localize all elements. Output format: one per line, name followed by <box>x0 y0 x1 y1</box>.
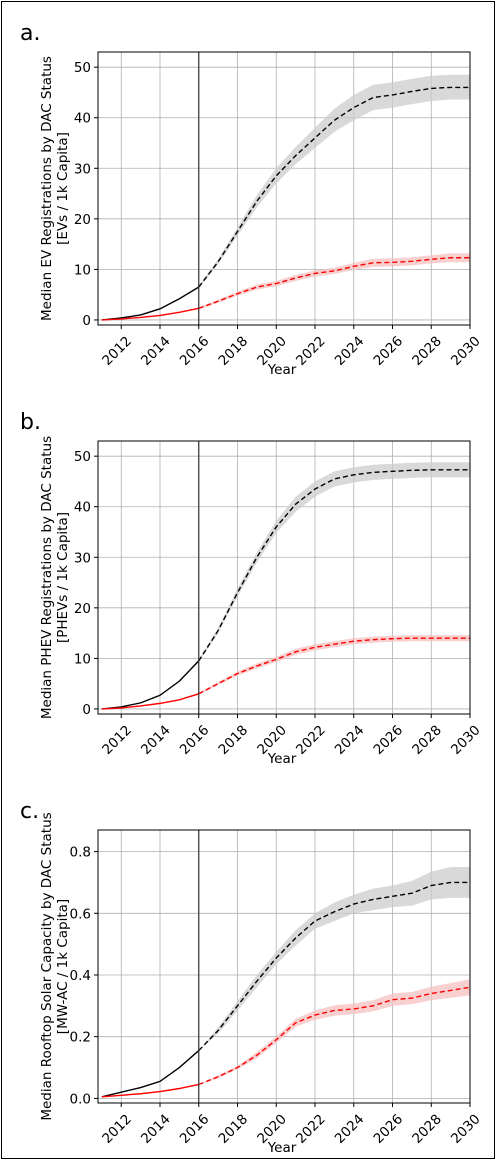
series-0-historical-line <box>101 1050 200 1098</box>
y-tick-label: 30 <box>74 550 91 566</box>
panel-label: b. <box>20 410 41 435</box>
series-1-band <box>101 253 470 320</box>
y-axis-label: Median EV Registrations by DAC Status <box>39 56 55 321</box>
x-tick-label: 2016 <box>177 1111 213 1147</box>
plot-area-border <box>97 440 471 715</box>
x-tick-label: 2024 <box>332 722 368 758</box>
series-0-band <box>101 462 470 709</box>
plot-area-border <box>97 829 471 1104</box>
x-tick-label: 2016 <box>177 722 213 758</box>
y-tick-label: 40 <box>74 111 91 127</box>
y-tick-label: 0.0 <box>70 1091 91 1107</box>
y-tick-label: 50 <box>74 449 91 465</box>
series-1-projected-line <box>198 986 471 1086</box>
x-tick-label: 2022 <box>293 722 329 758</box>
x-tick-label: 2030 <box>448 333 484 369</box>
y-tick-label: 0.6 <box>70 906 91 922</box>
y-tick-label: 20 <box>74 212 91 228</box>
x-tick-label: 2028 <box>409 1111 445 1147</box>
x-tick-label: 2022 <box>293 1111 329 1147</box>
series-0-band <box>101 74 470 320</box>
y-tick-label: 0.4 <box>70 968 91 984</box>
y-tick-label: 10 <box>74 651 91 667</box>
y-tick-label: 40 <box>74 500 91 516</box>
series-0-historical-line <box>101 286 200 321</box>
series-0-projected-line <box>198 881 470 1052</box>
x-tick-label: 2028 <box>409 333 445 369</box>
x-tick-label: 2014 <box>138 333 174 369</box>
series-1-historical-line <box>101 693 199 710</box>
series-0-band <box>101 867 470 1097</box>
x-tick-label: 2016 <box>177 333 213 369</box>
x-tick-label: 2026 <box>371 722 407 758</box>
y-axis-unit-label: [EVs / 1k Capita] <box>55 132 71 245</box>
x-tick-label: 2026 <box>371 333 407 369</box>
series-1-historical-line <box>101 307 199 321</box>
x-tick-label: 2026 <box>371 1111 407 1147</box>
x-tick-label: 2024 <box>332 1111 368 1147</box>
y-tick-label: 0 <box>82 702 91 718</box>
y-tick-label: 10 <box>74 262 91 278</box>
y-tick-label: 0 <box>82 313 91 329</box>
x-axis-label: Year <box>267 1140 297 1156</box>
x-tick-label: 2018 <box>216 333 252 369</box>
x-tick-label: 2014 <box>138 722 174 758</box>
y-axis-label: Median Rooftop Solar Capacity by DAC Sta… <box>39 812 55 1120</box>
y-tick-label: 20 <box>74 601 91 617</box>
y-axis-unit-label: [MW-AC / 1k Capita] <box>55 899 71 1034</box>
x-tick-label: 2014 <box>138 1111 174 1147</box>
series-0-projected-line <box>198 86 470 288</box>
y-tick-label: 0.2 <box>70 1030 91 1046</box>
x-tick-label: 2018 <box>216 722 252 758</box>
y-tick-label: 0.8 <box>70 845 91 861</box>
x-tick-label: 2012 <box>99 333 135 369</box>
x-tick-label: 2030 <box>448 722 484 758</box>
x-tick-label: 2022 <box>293 333 329 369</box>
series-1-historical-line <box>101 1083 199 1098</box>
x-tick-label: 2030 <box>448 1111 484 1147</box>
y-tick-label: 50 <box>74 60 91 76</box>
y-axis-unit-label: [PHEVs / 1k Capita] <box>55 512 71 643</box>
panel-label: a. <box>20 21 40 46</box>
series-0-historical-line <box>101 660 200 710</box>
y-axis-label: Median PHEV Registrations by DAC Status <box>39 436 55 719</box>
panel-label: c. <box>20 799 39 824</box>
x-tick-label: 2024 <box>332 333 368 369</box>
series-0-projected-line <box>198 469 470 662</box>
series-1-projected-line <box>198 257 470 309</box>
x-axis-label: Year <box>267 362 297 378</box>
x-tick-label: 2018 <box>216 1111 252 1147</box>
plot-area-border <box>97 51 471 326</box>
series-1-band <box>101 979 470 1097</box>
x-tick-label: 2012 <box>99 722 135 758</box>
x-tick-label: 2012 <box>99 1111 135 1147</box>
series-1-band <box>101 635 470 709</box>
series-1-projected-line <box>198 637 470 695</box>
x-axis-label: Year <box>267 751 297 767</box>
x-tick-label: 2028 <box>409 722 445 758</box>
y-tick-label: 30 <box>74 161 91 177</box>
